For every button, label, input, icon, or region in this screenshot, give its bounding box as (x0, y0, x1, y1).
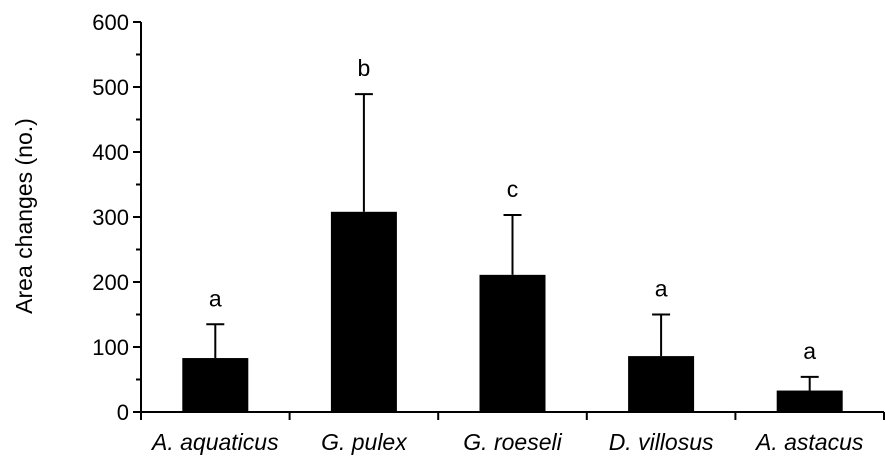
significance-label: a (803, 338, 816, 364)
bar (330, 211, 397, 412)
x-tick-label: A. astacus (754, 429, 864, 455)
significance-label: c (507, 176, 519, 202)
x-tick-label: G. roeseli (463, 429, 562, 455)
y-tick-label: 600 (92, 10, 129, 35)
bar (776, 390, 843, 412)
y-tick-label: 200 (92, 270, 129, 295)
y-tick-label: 300 (92, 205, 129, 230)
significance-label: a (209, 285, 222, 311)
x-tick-label: G. pulex (321, 429, 408, 455)
y-tick-label: 100 (92, 335, 129, 360)
bars: a b c a a (182, 55, 843, 412)
y-tick-label: 0 (117, 400, 129, 425)
significance-label: a (655, 276, 668, 302)
bar (182, 358, 249, 412)
y-tick-label: 400 (92, 140, 129, 165)
bar (628, 356, 695, 412)
y-axis-title: Area changes (no.) (11, 118, 37, 314)
x-tick-label: D. villosus (609, 429, 714, 455)
y-ticks: 0 100 200 300 400 500 600 (92, 10, 885, 425)
x-tick-label: A. aquaticus (150, 429, 279, 455)
x-labels: A. aquaticus G. pulex G. roeseli D. villosu… (150, 429, 864, 455)
y-tick-label: 500 (92, 75, 129, 100)
bar (479, 274, 546, 412)
significance-label: b (358, 55, 371, 81)
